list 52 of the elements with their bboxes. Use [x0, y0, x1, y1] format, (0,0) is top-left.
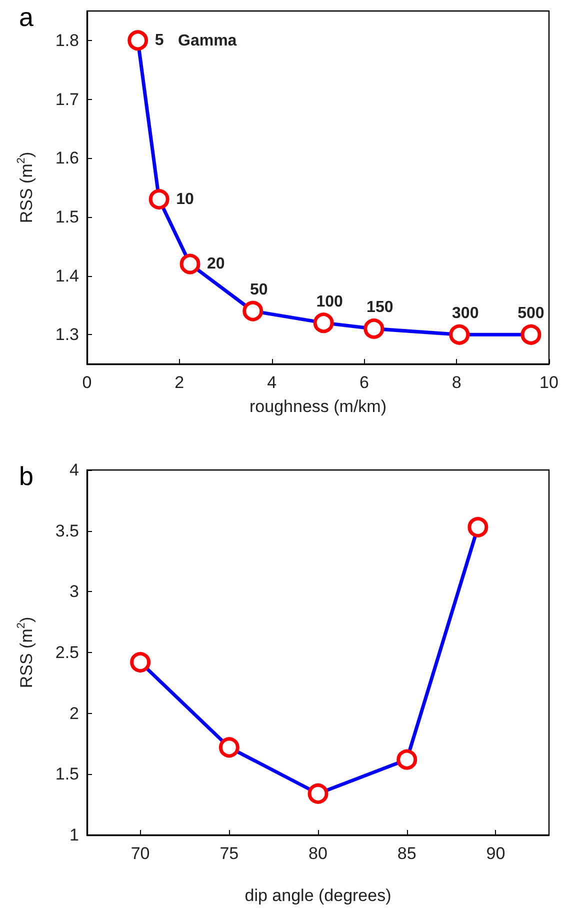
annotation: 10 [176, 190, 194, 208]
annotation: 500 [518, 305, 544, 322]
point [468, 516, 488, 538]
x-tick-label: 90 [486, 844, 506, 863]
x-tick-label: 10 [540, 373, 558, 392]
x-tick-label: 75 [220, 844, 239, 863]
y-tick-label: 1.4 [55, 266, 79, 286]
y-tick-label: 1.5 [55, 764, 79, 784]
point [242, 300, 264, 322]
x-tick-label: 6 [359, 373, 369, 392]
annotation: 50 [250, 282, 268, 299]
x-tick-label: 2 [174, 373, 184, 392]
y-tick-label: 2 [70, 704, 79, 723]
point [308, 783, 328, 804]
x-tick-label: 70 [130, 844, 150, 863]
point [520, 324, 542, 345]
annotation: 100 [316, 293, 343, 310]
x-axis-title: roughness (m/km) [250, 397, 386, 416]
x-axis-title: dip angle (degrees) [244, 886, 392, 905]
y-axis-title: RSS (m2) [16, 152, 36, 224]
point [128, 30, 148, 51]
point [130, 652, 151, 672]
point [396, 749, 418, 770]
y-tick-label: 3.5 [55, 521, 79, 540]
y-tick-label: 3 [70, 582, 79, 602]
annotation: 150 [366, 299, 394, 316]
point [148, 189, 170, 210]
y-tick-label: 1.3 [55, 325, 79, 344]
x-tick-label: 0 [82, 373, 92, 392]
annotation: 20 [207, 255, 225, 272]
y-tick-label: 1.8 [55, 30, 79, 50]
y-tick-label: 1.7 [55, 90, 79, 109]
x-tick-label: 8 [452, 373, 462, 392]
annotation: Gamma [178, 32, 237, 50]
point [364, 318, 384, 339]
y-tick-label: 1.6 [55, 148, 79, 168]
point [313, 312, 334, 334]
x-tick-label: 4 [267, 373, 277, 392]
y-axis-title: RSS (m2) [16, 616, 36, 688]
y-tick-label: 4 [70, 460, 79, 480]
annotation: 5 [154, 32, 164, 49]
x-tick-label: 80 [308, 844, 328, 863]
point [449, 324, 470, 345]
chart-title: b [19, 461, 34, 491]
chart-title: a [19, 2, 34, 32]
point [180, 254, 200, 274]
annotation: 300 [452, 305, 479, 322]
point [218, 737, 240, 758]
y-tick-label: 1.5 [55, 207, 79, 226]
x-tick-label: 85 [397, 844, 416, 863]
y-tick-label: 2.5 [55, 643, 79, 662]
y-tick-label: 1 [70, 826, 79, 844]
